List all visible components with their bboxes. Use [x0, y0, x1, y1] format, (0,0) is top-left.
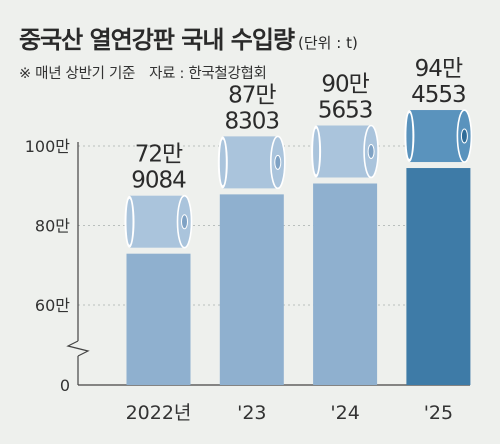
coil-body-3	[409, 110, 465, 163]
coil-body-2	[316, 125, 372, 178]
coil-core-2	[367, 144, 375, 160]
y-tick-label: 0	[60, 376, 70, 395]
coil-body-1	[222, 136, 278, 189]
value-label-2: 90만	[321, 72, 369, 98]
x-tick-label-2: '24	[330, 402, 359, 424]
source-note: 자료 : 한국철강협회	[149, 66, 267, 82]
y-tick-label: 60만	[35, 296, 70, 315]
chart-title: 중국산 열연강판 국내 수입량 (단위 : t)	[19, 20, 358, 55]
coil-edge-inner-0	[126, 198, 133, 245]
bar-1	[219, 194, 284, 385]
coil-edge-inner-2	[313, 128, 320, 175]
chart-title-text: 중국산 열연강판 국내 수입량	[19, 26, 295, 54]
y-tick-label: 100만	[25, 137, 71, 156]
value-label-1: 8303	[225, 108, 280, 134]
bar-0	[126, 253, 191, 385]
coil-core-3	[460, 128, 468, 144]
bar-2	[313, 183, 378, 385]
coil-body-0	[129, 195, 185, 248]
value-label-0: 9084	[131, 168, 186, 194]
value-label-3: 94만	[415, 56, 463, 82]
x-tick-label-0: 2022년	[126, 402, 192, 424]
value-label-0: 72만	[135, 142, 183, 168]
y-tick-label: 80만	[35, 217, 70, 236]
coil-edge-inner-1	[219, 139, 226, 186]
coil-edge-inner-3	[406, 113, 413, 160]
coil-core-0	[181, 214, 188, 230]
x-tick-label-1: '23	[237, 402, 266, 424]
unit-label: (단위 : t)	[298, 34, 358, 52]
coil-core-1	[274, 154, 282, 170]
axis-break-mark	[66, 340, 90, 357]
basis-note: ※ 매년 상반기 기준	[19, 66, 136, 82]
value-label-2: 5653	[318, 98, 373, 124]
x-tick-label-3: '25	[424, 402, 453, 424]
value-label-1: 87만	[228, 82, 276, 108]
value-label-3: 4553	[411, 82, 466, 108]
chart-notes: ※ 매년 상반기 기준 자료 : 한국철강협회	[19, 62, 267, 83]
bar-3	[406, 168, 471, 385]
